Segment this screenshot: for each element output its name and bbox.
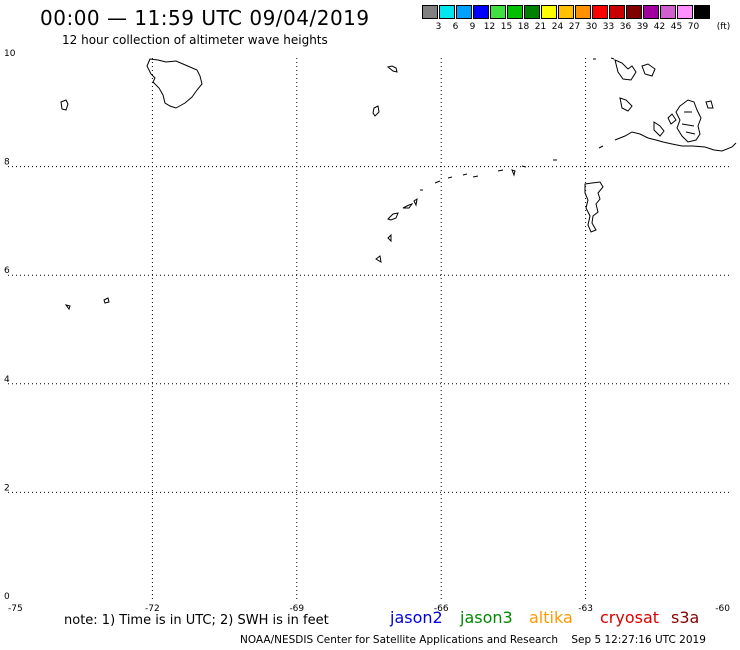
legend-swatch-9 [575, 5, 591, 19]
lon-tick-label: -66 [434, 604, 449, 614]
coastlines [60, 57, 737, 311]
coast-colombia [146, 58, 203, 109]
satellite-cryosat: cryosat [600, 608, 660, 627]
legend-swatch-8 [558, 5, 574, 19]
lon-tick-label: -69 [289, 604, 304, 614]
coast-island-e [593, 57, 615, 60]
legend-label: 42 [653, 22, 666, 32]
legend-label: 6 [452, 22, 459, 32]
legend-swatch-5 [507, 5, 523, 19]
legend-label: 45 [670, 22, 683, 32]
map-tick-labels: -75 -72 -69 -66 -63 -60 0 2 4 6 8 10 [4, 49, 730, 614]
lon-tick-label: -63 [578, 604, 593, 614]
coast-northeast [614, 59, 714, 137]
map-title: 00:00 — 11:59 UTC 09/04/2019 [40, 6, 370, 30]
satellite-jason2: jason2 [390, 608, 443, 627]
legend-swatch-13 [643, 5, 659, 19]
map-grid [8, 58, 730, 601]
legend-label: 18 [517, 22, 530, 32]
lat-tick-label: 4 [4, 375, 10, 385]
legend-swatch-3 [473, 5, 489, 19]
legend-swatch-15 [677, 5, 693, 19]
coast-island-b [386, 65, 398, 73]
coast-island-d [64, 297, 110, 311]
footer-credit: NOAA/NESDIS Center for Satellite Applica… [240, 634, 706, 646]
legend-label: 21 [534, 22, 547, 32]
coast-island-c [372, 105, 380, 117]
legend-label: 3 [435, 22, 442, 32]
credit-timestamp: Sep 5 12:27:16 UTC 2019 [571, 634, 706, 646]
legend-unit: (ft) [716, 22, 731, 32]
legend-swatch-0 [422, 5, 438, 19]
legend-label: 70 [687, 22, 700, 32]
lon-tick-label: -72 [145, 604, 160, 614]
legend-swatch-6 [524, 5, 540, 19]
lon-tick-label: -60 [715, 604, 730, 614]
legend-label: 15 [500, 22, 513, 32]
legend-swatches [422, 5, 711, 19]
legend-label: 39 [636, 22, 649, 32]
legend-label: 27 [568, 22, 581, 32]
legend-swatch-12 [626, 5, 642, 19]
legend-swatch-10 [592, 5, 608, 19]
coast-orinoco [675, 99, 702, 143]
credit-text: NOAA/NESDIS Center for Satellite Applica… [240, 634, 558, 646]
coast-antilles [375, 159, 557, 263]
lat-tick-label: 6 [4, 266, 10, 276]
legend-swatch-2 [456, 5, 472, 19]
coast-venezuela-east [598, 131, 737, 152]
legend-swatch-7 [541, 5, 557, 19]
legend-label: 12 [483, 22, 496, 32]
color-legend: (ft) 3 6 9 12 15 18 21 24 27 30 33 36 39 42 45 70 [422, 5, 731, 34]
lon-tick-label: -75 [8, 604, 23, 614]
coast-island-a [60, 99, 69, 111]
satellite-s3a: s3a [671, 608, 700, 627]
legend-swatch-4 [490, 5, 506, 19]
coast-trinidad [584, 181, 604, 233]
legend-label: 36 [619, 22, 632, 32]
lat-tick-label: 2 [4, 483, 10, 493]
legend-label: 30 [585, 22, 598, 32]
satellite-altika: altika [529, 608, 573, 627]
legend-labels: (ft) 3 6 9 12 15 18 21 24 27 30 33 36 39 42 45 70 [422, 22, 731, 34]
footer-note: note: 1) Time is in UTC; 2) SWH is in fe… [64, 613, 329, 628]
legend-label: 24 [551, 22, 564, 32]
lat-tick-label: 8 [4, 158, 10, 168]
legend-label: 33 [602, 22, 615, 32]
map-subtitle: 12 hour collection of altimeter wave hei… [62, 33, 328, 47]
lat-tick-label: 0 [4, 592, 10, 602]
legend-label: 9 [469, 22, 476, 32]
legend-swatch-1 [439, 5, 455, 19]
legend-swatch-16 [694, 5, 710, 19]
legend-swatch-14 [660, 5, 676, 19]
lat-tick-label: 10 [4, 49, 16, 59]
satellite-jason3: jason3 [460, 608, 513, 627]
legend-swatch-11 [609, 5, 625, 19]
